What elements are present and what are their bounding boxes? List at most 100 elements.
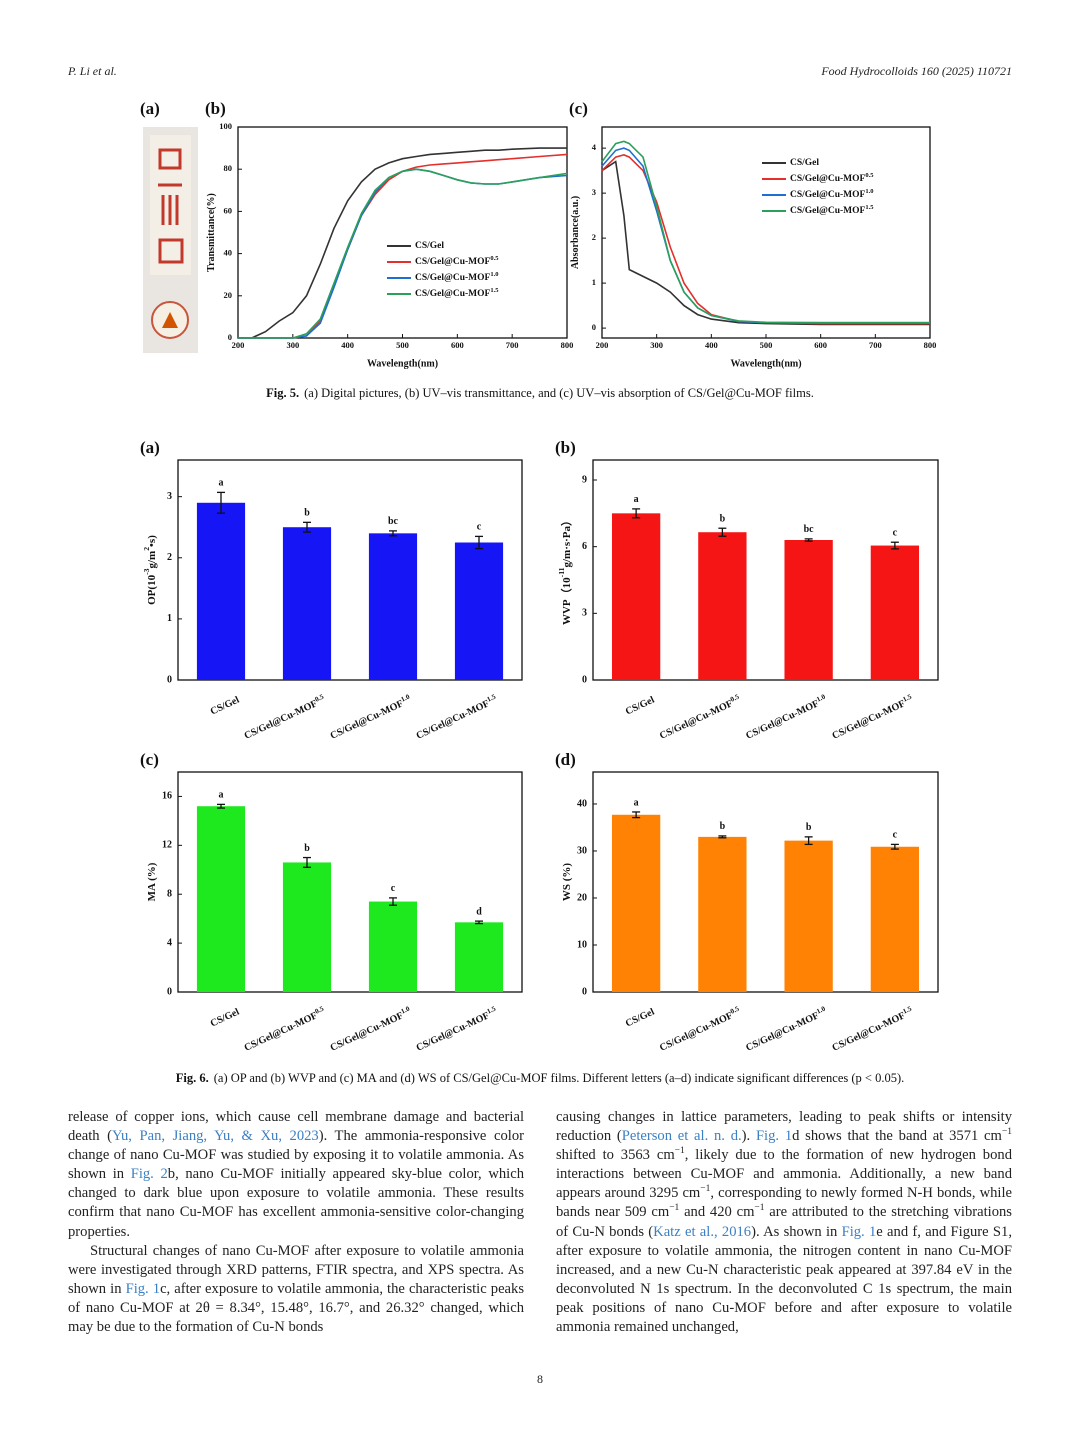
y-tick-label: 3	[582, 608, 587, 619]
plot-frame	[592, 771, 939, 993]
citation-link[interactable]: Yu, Pan, Jiang, Yu, & Xu, 2023	[112, 1128, 319, 1145]
y-axis-title: Transmittance(%)	[206, 193, 217, 272]
significance-letter: b	[806, 822, 812, 833]
superscript: −1	[700, 1184, 711, 1195]
legend-name: CS/Gel@Cu-MOF	[790, 206, 866, 216]
text: ).	[741, 1128, 756, 1145]
legend-sup: 1.0	[865, 188, 873, 195]
data-line	[238, 168, 568, 339]
legend-label: CS/Gel@Cu-MOF1.0	[415, 271, 498, 283]
x-tick-label: 200	[232, 340, 245, 350]
data-line	[601, 147, 930, 324]
bar	[870, 846, 920, 992]
category-name: CS/Gel@Cu-MOF	[243, 1011, 320, 1054]
panel-label: (b)	[555, 438, 576, 457]
bar	[698, 836, 747, 992]
legend-name: CS/Gel@Cu-MOF	[790, 190, 866, 200]
category-name: CS/Gel	[209, 695, 242, 718]
text: causing changes in lattice parameters, l…	[556, 1109, 1012, 1145]
y-tick-label: 0	[582, 986, 587, 997]
category-sup: 0.5	[314, 1004, 326, 1015]
y-tick-label: 3	[592, 187, 596, 197]
category-sup: 1.5	[901, 692, 913, 703]
legend-sup: 1.5	[865, 204, 874, 211]
y-tick-label: 1	[167, 613, 172, 624]
figure-link[interactable]: Fig. 2	[130, 1166, 168, 1183]
bar	[282, 862, 332, 992]
citation-link[interactable]: Peterson et al. n. d.	[621, 1128, 742, 1145]
panel-label: (c)	[569, 99, 588, 118]
significance-letter: bc	[388, 516, 399, 527]
x-tick-label: 400	[705, 340, 718, 350]
bar	[368, 901, 418, 992]
y-tick-label: 2	[167, 552, 172, 563]
x-tick-label: CS/Gel	[209, 1007, 242, 1030]
category-sup: 1.5	[486, 1004, 498, 1015]
y-axis-title-part: g/m·s·Pa）	[560, 515, 573, 568]
bar	[611, 814, 661, 992]
data-line	[238, 168, 568, 339]
y-axis-title-part: Transmittance(%)	[206, 193, 217, 272]
page-number: 8	[537, 1372, 543, 1386]
category-name: CS/Gel@Cu-MOF	[831, 699, 908, 742]
superscript: −1	[669, 1203, 680, 1214]
text: , likely due to the formation of new hyd…	[556, 1147, 1012, 1202]
figure-link[interactable]: Fig. 1	[125, 1280, 161, 1297]
bar	[698, 532, 747, 680]
bar	[196, 502, 246, 680]
y-tick-label: 4	[167, 937, 172, 948]
text: ). As shown in	[751, 1223, 842, 1240]
x-axis-title: Wavelength(nm)	[367, 358, 438, 369]
y-tick-label: 16	[162, 791, 172, 802]
x-tick-label: CS/Gel@Cu-MOF1.0	[743, 692, 829, 742]
bar	[784, 840, 833, 992]
significance-letter: c	[893, 528, 898, 539]
text-column: causing changes in lattice parameters, l…	[556, 1108, 1012, 1337]
legend-label: CS/Gel@Cu-MOF1.5	[415, 287, 499, 299]
data-line	[601, 160, 930, 326]
x-tick-label: 500	[760, 340, 773, 350]
y-axis-title-part: OP(10	[146, 574, 158, 604]
superscript: −1	[674, 1146, 685, 1157]
x-tick-label: CS/Gel@Cu-MOF1.5	[414, 1004, 500, 1054]
bar	[282, 527, 332, 680]
y-axis-title-part: -3	[142, 568, 151, 575]
significance-letter: c	[893, 830, 898, 841]
category-name: CS/Gel@Cu-MOF	[243, 699, 320, 742]
y-axis-title-part: 2	[142, 547, 151, 551]
x-tick-label: 800	[561, 340, 574, 350]
figure-link[interactable]: Fig. 1	[841, 1223, 877, 1240]
x-tick-label: CS/Gel@Cu-MOF1.0	[328, 1004, 414, 1054]
bar	[196, 806, 246, 992]
y-axis-title: OP(10-3g/m2•s)	[142, 535, 157, 605]
x-tick-label: CS/Gel@Cu-MOF1.0	[328, 692, 414, 742]
category-name: CS/Gel@Cu-MOF	[744, 1011, 821, 1054]
y-axis-title-part: WS (%)	[561, 863, 573, 902]
y-tick-label: 80	[224, 163, 233, 173]
significance-letter: b	[720, 821, 726, 832]
y-tick-label: 0	[228, 332, 232, 342]
legend-label: CS/Gel@Cu-MOF0.5	[415, 255, 499, 267]
y-tick-label: 0	[592, 322, 596, 332]
bar	[454, 922, 504, 992]
category-sup: 0.5	[729, 1004, 741, 1015]
text-column: release of copper ions, which cause cell…	[68, 1108, 524, 1337]
running-author: P. Li et al.	[68, 64, 117, 78]
plot-frame	[177, 459, 523, 681]
x-axis-title: Wavelength(nm)	[730, 358, 801, 369]
citation-link[interactable]: Katz et al., 2016	[653, 1223, 752, 1240]
y-axis-title: WS (%)	[561, 863, 573, 902]
y-tick-label: 0	[167, 986, 172, 997]
running-journal: Food Hydrocolloids 160 (2025) 110721	[821, 64, 1012, 78]
y-tick-label: 6	[582, 541, 587, 552]
text: , corresponding to newly formed N-H bond…	[556, 1185, 1012, 1221]
y-axis-title-part: Absorbance(a.u.)	[570, 196, 581, 269]
category-sup: 1.0	[400, 1004, 412, 1015]
y-tick-label: 1	[592, 277, 596, 287]
category-sup: 0.5	[314, 692, 326, 703]
significance-letter: b	[304, 508, 310, 519]
figure-link[interactable]: Fig. 1	[755, 1128, 793, 1145]
legend-name: CS/Gel@Cu-MOF	[415, 273, 491, 283]
x-tick-label: 800	[924, 340, 937, 350]
